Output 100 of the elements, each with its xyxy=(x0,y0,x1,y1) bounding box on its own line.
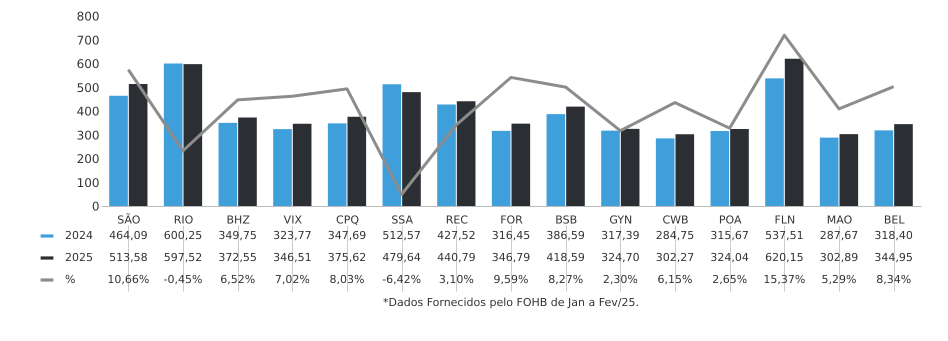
data-label: -6,42% xyxy=(382,273,422,286)
data-label: 6,15% xyxy=(658,273,692,286)
bar xyxy=(382,84,402,206)
x-tick-label: REC xyxy=(446,214,468,226)
bar xyxy=(784,58,804,206)
data-label: 8,34% xyxy=(876,273,912,286)
data-label: 537,51 xyxy=(765,229,804,242)
bar xyxy=(292,124,312,206)
legend-label: 2025 xyxy=(65,251,93,264)
bar xyxy=(546,114,566,206)
data-label: 287,67 xyxy=(820,229,858,242)
y-tick-label: 800 xyxy=(76,10,100,24)
y-tick-label: 700 xyxy=(76,33,100,48)
data-label: 347,69 xyxy=(328,229,366,242)
bar xyxy=(765,78,784,206)
data-label: -0,45% xyxy=(164,273,202,286)
x-tick-label: MAO xyxy=(826,214,853,226)
x-tick-label: RIO xyxy=(174,214,194,226)
data-label: 418,59 xyxy=(546,251,585,264)
bar xyxy=(456,101,476,206)
data-label: 597,52 xyxy=(164,251,202,264)
legend-label: % xyxy=(65,273,76,286)
data-label: 349,75 xyxy=(218,229,257,242)
y-tick-label: 500 xyxy=(76,80,100,95)
data-label: 9,59% xyxy=(494,273,528,286)
data-label: 427,52 xyxy=(437,229,476,242)
bar xyxy=(874,130,894,206)
x-tick-label: BEL xyxy=(884,214,906,226)
data-label: 6,52% xyxy=(220,273,256,286)
data-label: 318,40 xyxy=(874,229,913,242)
bar xyxy=(492,130,511,206)
bar xyxy=(238,118,257,206)
x-tick-label: BSB xyxy=(555,214,578,226)
x-tick-label: SÃO xyxy=(117,212,141,226)
y-tick-label: 100 xyxy=(76,176,100,190)
bar xyxy=(566,106,585,206)
bar xyxy=(164,63,183,206)
bar xyxy=(183,64,202,206)
data-label: 15,37% xyxy=(763,273,806,286)
data-label: 8,03% xyxy=(330,273,364,286)
bar xyxy=(511,124,530,206)
data-label: 8,27% xyxy=(548,273,584,286)
data-label: 344,95 xyxy=(874,251,913,264)
y-tick-label: 600 xyxy=(76,57,100,71)
data-label: 372,55 xyxy=(218,251,257,264)
data-label: 512,57 xyxy=(382,229,421,242)
data-label: 7,02% xyxy=(274,273,310,286)
text: *Dados Fornecidos pelo FOHB de Jan a Fev/25. xyxy=(383,296,639,309)
bar xyxy=(218,122,238,206)
bar xyxy=(273,129,292,206)
x-tick-label: VIX xyxy=(284,214,302,226)
bar xyxy=(402,92,421,206)
bar xyxy=(601,130,620,206)
data-label: 316,45 xyxy=(492,229,530,242)
data-label: 2,30% xyxy=(602,273,638,286)
bar xyxy=(820,138,839,206)
x-tick-label: FOR xyxy=(500,214,524,226)
data-label: 317,39 xyxy=(601,229,640,242)
data-label: 302,89 xyxy=(820,251,858,264)
x-tick-label: POA xyxy=(718,214,742,226)
x-tick-label: SSA xyxy=(391,214,414,226)
data-label: 302,27 xyxy=(656,251,694,264)
bar xyxy=(710,131,730,206)
data-label: 10,66% xyxy=(107,273,150,286)
data-label: 620,15 xyxy=(765,251,804,264)
data-label: 284,75 xyxy=(656,229,694,242)
data-label: 600,25 xyxy=(164,229,202,242)
bar xyxy=(437,104,456,206)
bar xyxy=(328,123,347,206)
x-tick-label: CPQ xyxy=(336,214,360,226)
bar xyxy=(839,134,858,206)
bar xyxy=(894,124,913,206)
data-label: 464,09 xyxy=(109,229,148,242)
data-label: 323,77 xyxy=(273,229,312,242)
bar xyxy=(656,138,675,206)
y-tick-label: 400 xyxy=(76,104,100,118)
bar xyxy=(675,134,694,206)
bar xyxy=(109,96,128,206)
data-label: 375,62 xyxy=(328,251,366,264)
x-tick-label: BHZ xyxy=(226,214,250,226)
data-label: 2,65% xyxy=(712,273,748,286)
bar xyxy=(128,84,148,206)
y-tick-label: 200 xyxy=(76,152,100,166)
bar xyxy=(347,116,366,206)
data-label: 346,79 xyxy=(492,251,530,264)
data-label: 346,51 xyxy=(273,251,312,264)
x-tick-label: FLN xyxy=(774,214,796,226)
data-label: 315,67 xyxy=(710,229,749,242)
legend-label: 2024 xyxy=(65,229,93,242)
data-label: 386,59 xyxy=(546,229,585,242)
y-tick-label: 300 xyxy=(76,128,100,142)
data-label: 513,58 xyxy=(109,251,148,264)
data-label: 3,10% xyxy=(438,273,474,286)
bar xyxy=(620,128,640,206)
data-label: 440,79 xyxy=(437,251,476,264)
data-label: 5,29% xyxy=(822,273,856,286)
y-tick-label: 0 xyxy=(92,200,100,214)
data-label: 324,70 xyxy=(601,251,640,264)
bar xyxy=(730,129,749,206)
data-label: 324,04 xyxy=(710,251,749,264)
